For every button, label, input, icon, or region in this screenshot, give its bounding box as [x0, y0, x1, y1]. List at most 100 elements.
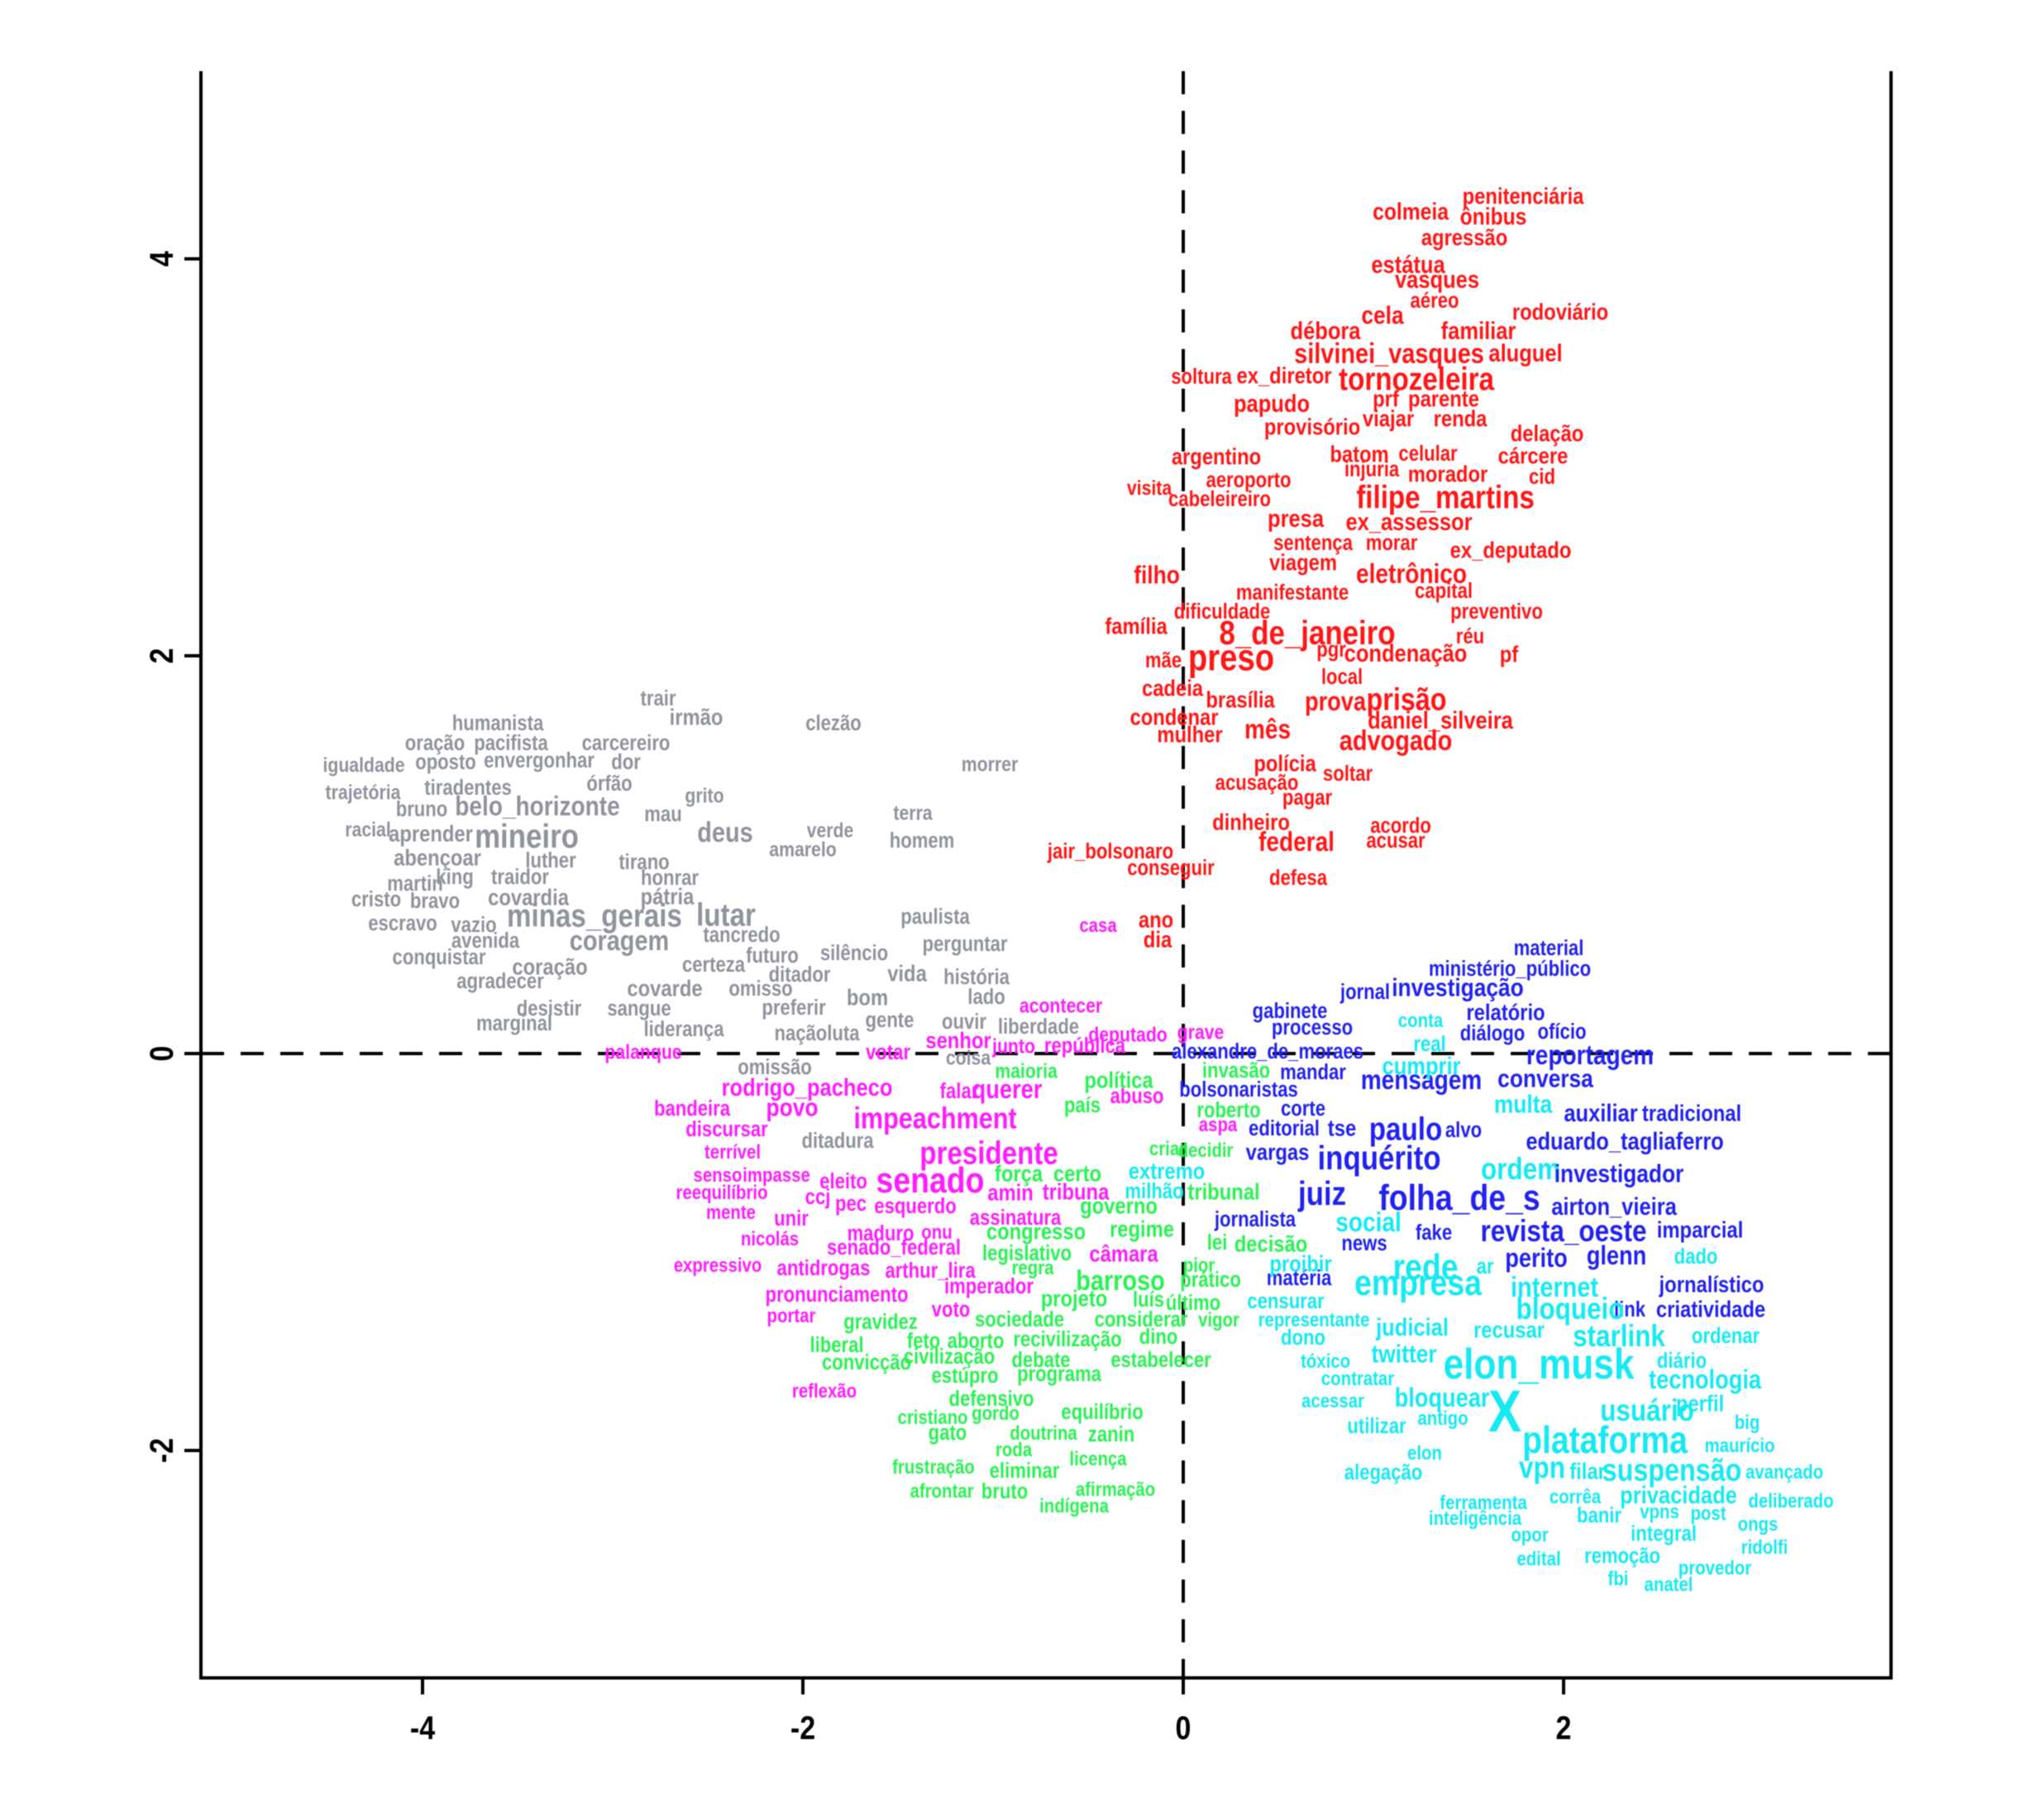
svg-text:senso: senso	[694, 1164, 743, 1187]
svg-text:advogado: advogado	[1340, 724, 1452, 757]
svg-text:censurar: censurar	[1247, 1289, 1325, 1313]
svg-text:inquérito: inquérito	[1317, 1140, 1440, 1177]
svg-text:edital: edital	[1516, 1548, 1560, 1570]
svg-text:réu: réu	[1456, 624, 1484, 648]
svg-text:preferir: preferir	[762, 996, 826, 1020]
svg-text:parente: parente	[1408, 385, 1479, 412]
svg-text:visita: visita	[1127, 476, 1172, 499]
svg-text:bom: bom	[847, 984, 888, 1011]
svg-text:silvinei_vasques: silvinei_vasques	[1294, 337, 1484, 370]
svg-text:bruno: bruno	[396, 797, 448, 821]
svg-text:arthur_lira: arthur_lira	[885, 1259, 976, 1283]
svg-text:civilização: civilização	[904, 1345, 995, 1369]
svg-text:ccj: ccj	[805, 1185, 831, 1209]
svg-text:aluguel: aluguel	[1488, 339, 1562, 366]
svg-text:aspa: aspa	[1199, 1114, 1238, 1136]
svg-text:dificuldade: dificuldade	[1174, 600, 1271, 624]
svg-text:conversa: conversa	[1497, 1065, 1594, 1093]
svg-text:dinheiro: dinheiro	[1212, 809, 1290, 835]
svg-text:desistir: desistir	[517, 996, 582, 1020]
svg-text:trajetória: trajetória	[326, 781, 402, 804]
svg-text:liderança: liderança	[644, 1017, 725, 1041]
svg-text:auxiliar: auxiliar	[1564, 1099, 1637, 1126]
svg-text:integral: integral	[1631, 1522, 1697, 1546]
svg-text:legislativo: legislativo	[982, 1241, 1072, 1265]
svg-text:ministério_público: ministério_público	[1429, 957, 1591, 981]
svg-text:agressão: agressão	[1421, 224, 1507, 251]
svg-text:privacidade: privacidade	[1620, 1481, 1737, 1508]
svg-text:agradecer: agradecer	[456, 969, 544, 993]
svg-text:equilíbrio: equilíbrio	[1061, 1400, 1143, 1424]
svg-text:congresso: congresso	[986, 1218, 1086, 1245]
svg-text:bloquear: bloquear	[1395, 1384, 1490, 1413]
svg-text:celular: celular	[1398, 442, 1458, 466]
svg-text:paulo: paulo	[1369, 1111, 1442, 1147]
svg-text:remoção: remoção	[1584, 1544, 1660, 1568]
svg-text:conseguir: conseguir	[1127, 856, 1215, 880]
svg-text:acordo: acordo	[1370, 814, 1431, 838]
svg-text:tóxico: tóxico	[1301, 1350, 1350, 1373]
svg-text:revista_oeste: revista_oeste	[1480, 1215, 1646, 1249]
svg-text:política: política	[1084, 1067, 1153, 1093]
svg-text:terrível: terrível	[704, 1141, 761, 1164]
svg-text:mente: mente	[706, 1202, 756, 1224]
svg-text:cabeleireiro: cabeleireiro	[1168, 487, 1271, 511]
svg-text:editorial: editorial	[1249, 1116, 1320, 1140]
svg-text:morar: morar	[1366, 531, 1418, 555]
svg-text:recusar: recusar	[1473, 1317, 1545, 1343]
svg-text:banir: banir	[1577, 1503, 1622, 1527]
svg-text:provisório: provisório	[1264, 413, 1360, 440]
svg-text:grito: grito	[685, 784, 724, 807]
svg-text:bloqueio: bloqueio	[1516, 1293, 1625, 1326]
svg-text:roda: roda	[996, 1439, 1033, 1461]
svg-text:onu: onu	[921, 1221, 952, 1244]
svg-text:tornozeleira: tornozeleira	[1339, 361, 1495, 397]
svg-text:matéria: matéria	[1267, 1266, 1332, 1290]
svg-text:aéreo: aéreo	[1411, 289, 1459, 313]
svg-text:impeachment: impeachment	[853, 1102, 1016, 1135]
svg-text:reflexão: reflexão	[792, 1380, 857, 1403]
svg-text:rede: rede	[1393, 1246, 1459, 1288]
svg-text:ex_diretor: ex_diretor	[1236, 362, 1331, 389]
svg-text:licença: licença	[1069, 1448, 1127, 1470]
svg-text:investigador: investigador	[1554, 1160, 1684, 1188]
svg-text:filipe_martins: filipe_martins	[1356, 479, 1535, 515]
svg-text:coração: coração	[512, 953, 587, 980]
svg-text:defesa: defesa	[1269, 866, 1328, 890]
svg-text:irmão: irmão	[670, 704, 724, 730]
svg-text:social: social	[1335, 1207, 1401, 1238]
svg-text:presidente: presidente	[919, 1135, 1058, 1171]
svg-text:empresa: empresa	[1354, 1262, 1482, 1303]
svg-text:extremo: extremo	[1129, 1158, 1206, 1184]
svg-text:família: família	[1105, 613, 1168, 639]
svg-text:soltar: soltar	[1323, 762, 1373, 786]
svg-text:mês: mês	[1244, 714, 1291, 745]
svg-text:república: república	[1044, 1034, 1126, 1058]
svg-text:multa: multa	[1494, 1091, 1553, 1119]
svg-text:filar: filar	[1569, 1458, 1606, 1484]
svg-text:gravidez: gravidez	[843, 1310, 918, 1334]
svg-text:cadeia: cadeia	[1142, 675, 1204, 701]
svg-text:zanin: zanin	[1088, 1422, 1134, 1446]
svg-text:vargas: vargas	[1246, 1139, 1310, 1165]
svg-text:grave: grave	[1177, 1020, 1225, 1044]
svg-text:abuso: abuso	[1110, 1084, 1163, 1108]
svg-text:câmara: câmara	[1089, 1240, 1158, 1267]
svg-text:pgr: pgr	[1316, 638, 1346, 662]
svg-text:luís: luís	[1133, 1288, 1164, 1312]
svg-text:jornalístico: jornalístico	[1659, 1271, 1765, 1297]
svg-text:igualdade: igualdade	[322, 753, 404, 777]
svg-text:ongs: ongs	[1738, 1513, 1779, 1536]
svg-text:material: material	[1514, 936, 1584, 960]
svg-text:maduro: maduro	[848, 1221, 915, 1245]
svg-text:airton_vieira: airton_vieira	[1551, 1192, 1677, 1220]
svg-text:sangue: sangue	[607, 996, 671, 1020]
svg-text:certo: certo	[1053, 1160, 1101, 1187]
svg-text:envergonhar: envergonhar	[484, 748, 595, 772]
svg-text:capital: capital	[1415, 579, 1473, 603]
svg-text:ex_assessor: ex_assessor	[1345, 508, 1472, 535]
svg-text:senado: senado	[876, 1159, 985, 1201]
svg-text:belo_horizonte: belo_horizonte	[455, 791, 619, 822]
svg-text:criar: criar	[1149, 1138, 1187, 1160]
svg-text:clezão: clezão	[805, 711, 862, 735]
